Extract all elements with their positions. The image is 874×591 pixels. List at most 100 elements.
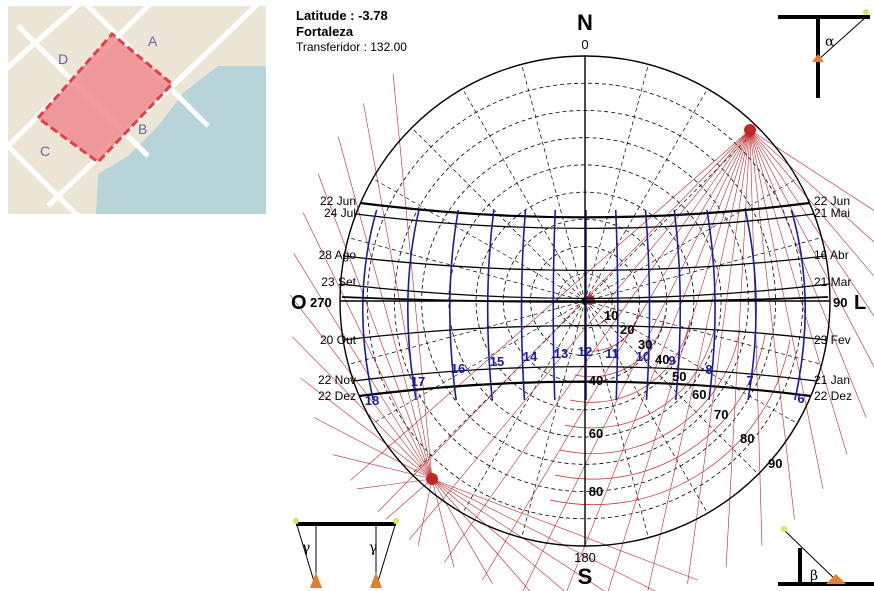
azimuth-spoke xyxy=(372,300,586,424)
hour-label: 11 xyxy=(605,346,619,361)
protractor-degree-label: 60 xyxy=(692,387,706,402)
protractor-overlay xyxy=(290,73,874,591)
protractor-ray xyxy=(749,129,867,418)
hour-label: 10 xyxy=(636,349,650,364)
protractor-arc xyxy=(549,339,791,506)
hour-curve xyxy=(361,209,378,401)
hour-label: 13 xyxy=(554,346,568,361)
protractor-ray xyxy=(313,417,433,480)
protractor-arc xyxy=(579,309,641,352)
hour-curve xyxy=(790,209,806,401)
azimuth-spoke xyxy=(521,300,586,538)
site-map: A B C D xyxy=(8,6,266,214)
north-letter: N xyxy=(577,10,593,35)
protractor-ray xyxy=(647,129,751,591)
date-label-right: 21 Jan xyxy=(814,373,850,387)
protractor-ray xyxy=(431,478,565,591)
hour-curve xyxy=(706,209,716,401)
date-label-left: 22 Dez xyxy=(318,389,356,403)
protractor-ray xyxy=(290,294,433,480)
date-label-left: 23 Set xyxy=(321,275,356,289)
hour-label: 17 xyxy=(411,374,425,389)
protractor-degree-label: 50 xyxy=(672,369,686,384)
protractor-degree-label: 10 xyxy=(604,308,618,323)
protractor-ray xyxy=(431,478,698,581)
protractor-ray xyxy=(409,129,751,540)
altitude-label: 80 xyxy=(589,484,603,499)
azimuth-spoke xyxy=(584,88,708,302)
date-label-right: 22 Jun xyxy=(814,194,850,208)
azimuth-spoke xyxy=(411,300,586,475)
hour-label: 18 xyxy=(365,393,379,408)
gamma-symbol-right: γ xyxy=(369,540,377,556)
gamma-symbol-left: γ xyxy=(302,540,310,556)
azimuth-spoke xyxy=(348,237,586,302)
corner-label-c: C xyxy=(40,143,50,159)
date-label-left: 22 Nov xyxy=(318,373,356,387)
date-label-right: 21 Mar xyxy=(814,275,851,289)
date-label-left: 28 Ago xyxy=(319,248,357,262)
protractor-arc xyxy=(564,324,716,429)
hour-curve xyxy=(744,209,757,401)
hour-curve xyxy=(614,209,619,401)
alpha-angle-diagram: α xyxy=(778,9,870,98)
azimuth-spoke xyxy=(584,178,798,302)
protractor-degree-label: 40 xyxy=(655,352,669,367)
south-degree: 180 xyxy=(574,550,596,565)
protractor-ray xyxy=(332,454,433,480)
hour-curve xyxy=(486,209,495,401)
protractor-ray xyxy=(749,129,874,277)
protractor-ray xyxy=(749,129,824,489)
protractor-ray xyxy=(482,129,751,581)
protractor-ray xyxy=(431,478,455,568)
hour-curve xyxy=(449,209,460,401)
hour-label: 12 xyxy=(578,344,592,359)
date-label-left: 22 Jun xyxy=(320,194,356,208)
altitude-label: 40 xyxy=(589,373,603,388)
azimuth-spoke xyxy=(462,300,586,514)
date-label-left: 20 Out xyxy=(320,333,357,347)
protractor-ray xyxy=(300,377,433,480)
azimuth-spoke xyxy=(521,64,586,302)
city-label: Fortaleza xyxy=(296,24,354,39)
azimuth-spoke xyxy=(584,237,822,302)
date-label-right: 21 Mai xyxy=(814,206,850,220)
latitude-label: Latitude : -3.78 xyxy=(296,8,388,23)
hour-curve xyxy=(407,209,420,401)
protractor-ray xyxy=(749,129,874,368)
hour-curve xyxy=(644,209,651,401)
protractor-ray xyxy=(431,478,493,584)
hour-label: 6 xyxy=(797,391,804,406)
protractor-degree-label: 20 xyxy=(620,322,634,337)
azimuth-spoke xyxy=(462,88,586,302)
protractor-ray xyxy=(749,129,848,455)
west-letter: O xyxy=(291,292,307,314)
south-letter: S xyxy=(578,564,593,589)
hour-label: 8 xyxy=(705,362,712,377)
protractor-ray xyxy=(302,212,433,480)
beta-angle-diagram: β xyxy=(778,526,874,586)
protractor-ray xyxy=(317,173,433,480)
protractor-ray xyxy=(377,129,751,513)
protractor-ray xyxy=(687,129,751,584)
corner-label-b: B xyxy=(138,121,147,137)
protractor-ray xyxy=(356,478,433,490)
protractor-degree-label: 90 xyxy=(768,456,782,471)
azimuth-spoke xyxy=(584,300,798,424)
protractor-ray xyxy=(749,129,874,317)
date-label-right: 22 Dez xyxy=(814,389,852,403)
west-degree: 270 xyxy=(310,295,332,310)
azimuth-spoke xyxy=(348,300,586,365)
hour-label: 9 xyxy=(668,353,675,368)
protractor-ray xyxy=(292,336,433,480)
protractor-ray xyxy=(363,103,433,480)
alpha-symbol: α xyxy=(825,34,835,50)
protractor-ray xyxy=(431,478,656,591)
protractor-degree-label: 80 xyxy=(740,431,754,446)
protractor-ray xyxy=(444,129,751,563)
azimuth-spoke xyxy=(584,64,649,302)
protractor-ray xyxy=(293,253,433,480)
gamma-angle-diagram: γ γ xyxy=(293,518,399,589)
protractor-label: Transferidor : 132.00 xyxy=(296,40,407,54)
north-degree: 0 xyxy=(581,37,588,52)
